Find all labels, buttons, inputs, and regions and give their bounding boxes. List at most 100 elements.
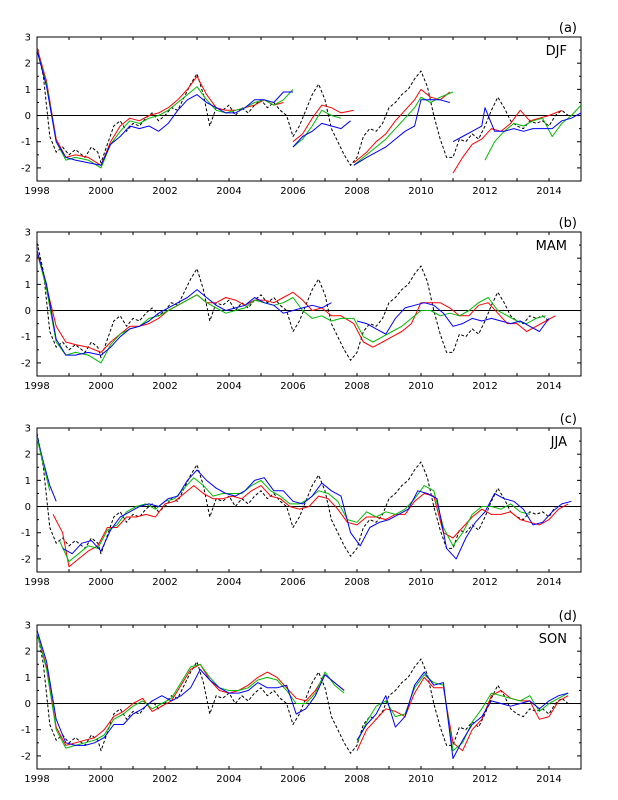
x-tick-label: 2014 [536, 381, 561, 392]
x-tick-label: 2008 [344, 577, 369, 588]
series-line [292, 109, 342, 148]
x-tick-label: 2000 [88, 186, 113, 197]
x-tick-label: 2008 [344, 381, 369, 392]
x-tick-label: 1998 [24, 381, 49, 392]
series-line [36, 438, 51, 491]
series-line [356, 674, 569, 752]
y-tick-label: 2 [25, 450, 31, 461]
x-tick-label: 2006 [280, 774, 305, 785]
x-tick-label: 1998 [24, 774, 49, 785]
series-line [58, 477, 530, 562]
x-tick-label: 2012 [472, 381, 497, 392]
y-tick-label: 1 [25, 476, 31, 487]
series-line [36, 435, 57, 502]
series-line [36, 49, 293, 166]
series-line [292, 104, 354, 143]
x-tick-label: 2014 [536, 774, 561, 785]
x-tick-label: 2014 [536, 186, 561, 197]
series-line [36, 250, 332, 356]
y-tick-label: 0 [25, 699, 31, 710]
x-tick-label: 2000 [88, 774, 113, 785]
x-tick-label: 1998 [24, 186, 49, 197]
series-line [356, 671, 569, 759]
x-tick-label: 2010 [408, 381, 433, 392]
series-line [52, 485, 569, 568]
x-tick-label: 2012 [472, 774, 497, 785]
series-line [36, 250, 546, 364]
y-tick-label: 3 [25, 33, 31, 44]
season-label: JJA [550, 435, 567, 450]
series-line-dashed [36, 242, 550, 361]
series-line [353, 99, 450, 166]
y-tick-label: 2 [25, 59, 31, 70]
series-line-dashed [36, 47, 569, 166]
plot-frame [36, 427, 582, 573]
y-tick-label: -1 [21, 725, 31, 736]
x-tick-label: 2010 [408, 186, 433, 197]
series-line [62, 469, 572, 560]
plot-frame [36, 36, 582, 182]
x-tick-label: 2000 [88, 577, 113, 588]
series-line-dashed [36, 630, 569, 754]
season-label: MAM [536, 239, 567, 254]
panel-label: (d) [559, 609, 577, 624]
x-tick-label: 2000 [88, 381, 113, 392]
y-tick-label: 1 [25, 673, 31, 684]
x-tick-label: 2014 [536, 577, 561, 588]
series-line [353, 88, 451, 164]
season-label: SON [539, 632, 567, 647]
x-tick-label: 2008 [344, 186, 369, 197]
panel-label: (c) [560, 412, 577, 427]
x-tick-label: 1998 [24, 577, 49, 588]
y-tick-label: -2 [21, 358, 31, 369]
panel-label: (b) [559, 216, 577, 231]
x-tick-label: 2008 [344, 774, 369, 785]
series-line [36, 632, 345, 749]
y-tick-label: 3 [25, 621, 31, 632]
plot-frame [36, 231, 582, 377]
series-line [36, 49, 294, 169]
chart-panel: 3 2 1 0 -1 -2 1998 2000 2002 2004 2006 2008 2010 2012… [21, 21, 582, 197]
series-line [36, 630, 345, 746]
y-tick-label: -1 [21, 332, 31, 343]
series-line [292, 120, 351, 148]
y-tick-label: -1 [21, 528, 31, 539]
x-tick-label: 2002 [152, 381, 177, 392]
y-tick-label: 2 [25, 647, 31, 658]
plot-frame [36, 624, 582, 770]
series-line [356, 302, 550, 335]
x-tick-label: 2002 [152, 186, 177, 197]
series-line [452, 109, 562, 174]
x-tick-label: 2012 [472, 186, 497, 197]
chart-panel: 3 2 1 0 -1 -2 1998 2000 2002 2004 2006 2008 2010 2012… [21, 412, 582, 588]
x-tick-label: 2010 [408, 774, 433, 785]
series-line [452, 107, 582, 143]
y-tick-label: 1 [25, 280, 31, 291]
x-tick-label: 2004 [216, 381, 241, 392]
y-tick-label: 3 [25, 228, 31, 239]
x-tick-label: 2004 [216, 577, 241, 588]
chart-panel: 3 2 1 0 -1 -2 1998 2000 2002 2004 2006 2008 2010 2012… [21, 609, 582, 785]
y-tick-label: 1 [25, 85, 31, 96]
x-tick-label: 2012 [472, 577, 497, 588]
x-tick-label: 2006 [280, 577, 305, 588]
y-tick-label: -2 [21, 751, 31, 762]
y-tick-label: -1 [21, 137, 31, 148]
y-tick-label: -2 [21, 554, 31, 565]
x-tick-label: 2006 [280, 186, 305, 197]
panel-label: (a) [559, 21, 577, 36]
y-tick-label: -2 [21, 163, 31, 174]
x-tick-label: 2002 [152, 577, 177, 588]
series-line [36, 632, 345, 746]
x-tick-label: 2004 [216, 186, 241, 197]
series-line-dashed [36, 433, 556, 557]
y-tick-label: 2 [25, 254, 31, 265]
series-line [484, 104, 582, 161]
chart-panel: 3 2 1 0 -1 -2 1998 2000 2002 2004 2006 2008 2010 2012… [21, 216, 582, 392]
season-label: DJF [546, 44, 567, 59]
x-tick-label: 2006 [280, 381, 305, 392]
y-tick-label: 3 [25, 424, 31, 435]
x-tick-label: 2010 [408, 577, 433, 588]
y-tick-label: 0 [25, 502, 31, 513]
